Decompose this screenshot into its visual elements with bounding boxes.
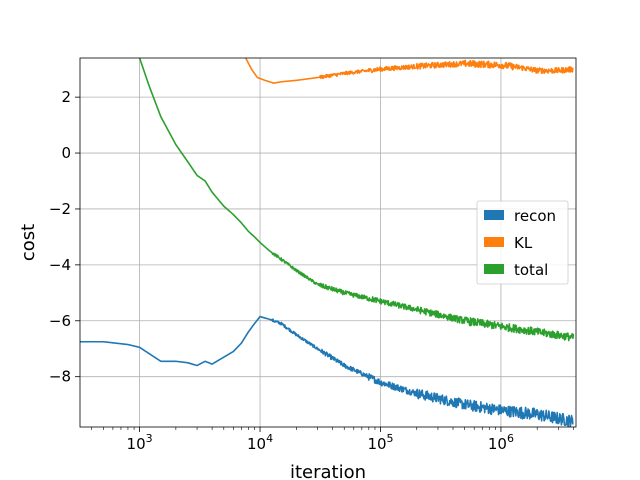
series-line-KL bbox=[244, 58, 574, 84]
legend-label: total bbox=[514, 261, 548, 279]
plot-frame bbox=[79, 57, 577, 428]
y-tick-label: −4 bbox=[49, 256, 71, 274]
x-tick-label: 104 bbox=[247, 432, 273, 453]
y-tick-label: −6 bbox=[49, 312, 71, 330]
series-line-total bbox=[138, 58, 575, 342]
legend-box bbox=[476, 200, 569, 285]
axis-ticks: 103 104 105 106 −8 −6 −4 −2 0 2 bbox=[49, 88, 574, 453]
legend-swatch bbox=[484, 210, 504, 220]
x-axis-label: iteration bbox=[290, 462, 366, 480]
y-axis-label: cost bbox=[18, 224, 39, 261]
legend-swatch bbox=[484, 237, 504, 247]
y-tick-label: −8 bbox=[49, 368, 71, 386]
legend-label: recon bbox=[514, 207, 556, 225]
series-line-recon bbox=[80, 315, 574, 427]
x-tick-label: 106 bbox=[488, 432, 514, 453]
series-lines bbox=[80, 58, 575, 427]
x-tick-label: 103 bbox=[127, 432, 153, 453]
legend-label: KL bbox=[514, 234, 533, 252]
y-tick-label: −2 bbox=[49, 200, 71, 218]
x-tick-label: 105 bbox=[367, 432, 393, 453]
y-tick-label: 2 bbox=[61, 88, 71, 106]
legend: recon KL total bbox=[476, 200, 569, 285]
legend-swatch bbox=[484, 264, 504, 274]
y-tick-label: 0 bbox=[61, 144, 71, 162]
